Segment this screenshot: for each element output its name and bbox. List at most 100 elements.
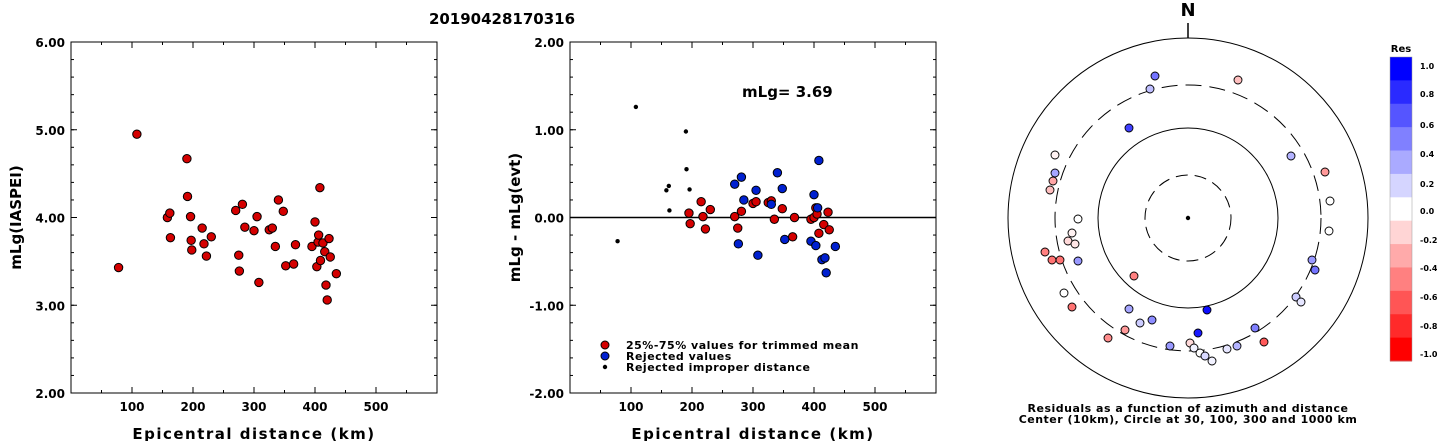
res-xtick-label: 200 — [679, 400, 704, 414]
station-residual-point — [1040, 247, 1050, 257]
colorbar-tick-label: -0.6 — [1420, 293, 1437, 302]
colorbar-tick-label: -0.8 — [1420, 322, 1437, 331]
station-residual-point — [1050, 168, 1060, 178]
mag-point — [165, 208, 175, 218]
colorbar-swatch — [1390, 80, 1412, 105]
mag-point — [270, 241, 281, 252]
colorbar-swatch — [1390, 314, 1412, 339]
res-point-accepted — [769, 214, 780, 224]
res-point-accepted — [696, 197, 706, 207]
res-point-accepted — [787, 232, 798, 242]
station-residual-point — [1232, 341, 1242, 351]
station-residual-point — [1259, 337, 1269, 347]
res-point-accepted — [824, 225, 834, 235]
mag-point — [182, 154, 192, 164]
epicenter-dot — [1185, 215, 1191, 221]
legend-label: Rejected improper distance — [626, 361, 810, 374]
mag-point — [252, 211, 262, 222]
chart-title: 20190428170316 — [429, 10, 575, 28]
mag-x-axis-label: Epicentral distance (km) — [132, 425, 375, 441]
mag-point — [199, 239, 209, 249]
range-circle-300km — [1054, 84, 1322, 352]
res-xtick-label: 300 — [740, 400, 765, 414]
station-residual-point — [1045, 185, 1055, 195]
station-residual-point — [1250, 323, 1260, 333]
res-point-rejected — [730, 179, 740, 189]
colorbar-frame — [1389, 56, 1413, 362]
colorbar-swatch — [1390, 220, 1412, 245]
res-point-rejected — [733, 239, 744, 249]
res-point-improper — [687, 187, 692, 192]
res-point-accepted — [685, 218, 695, 229]
res-point-rejected — [777, 183, 787, 194]
res-point-accepted — [777, 204, 787, 214]
mag-xtick-label: 200 — [180, 400, 205, 414]
mag-point — [186, 235, 196, 246]
colorbar-swatch — [1390, 150, 1412, 175]
station-residual-point — [1207, 356, 1217, 366]
colorbar-swatch — [1390, 173, 1412, 198]
mag-point — [281, 261, 291, 271]
res-point-improper — [633, 104, 639, 110]
colorbar-tick-label: 0.4 — [1420, 150, 1435, 159]
station-residual-point — [1320, 167, 1330, 177]
mag-y-axis-label: mLg(IASPEI) — [7, 165, 25, 269]
colorbar-tick-label: 0.8 — [1420, 90, 1435, 99]
mag-point — [234, 266, 245, 276]
res-point-accepted — [751, 197, 761, 207]
res-ytick-label: 0.00 — [534, 212, 564, 226]
res-xtick-label: 100 — [618, 400, 643, 414]
station-residual-point — [1324, 226, 1334, 236]
res-y-axis-label: mLg - mLg(evt) — [506, 153, 524, 282]
range-circle-100km — [1097, 127, 1279, 309]
res-point-rejected — [751, 185, 761, 195]
res-point-rejected — [811, 240, 821, 251]
station-residual-point — [1073, 214, 1083, 224]
mag-point — [231, 205, 241, 216]
mag-ytick-label: 6.00 — [35, 36, 65, 50]
range-circle-30km — [1144, 174, 1232, 262]
res-annotation: mLg= 3.69 — [742, 83, 833, 101]
mag-ytick-label: 3.00 — [35, 299, 65, 313]
mag-xtick-label: 500 — [363, 400, 388, 414]
res-point-rejected — [753, 250, 763, 260]
station-residual-point — [1073, 256, 1083, 266]
station-residual-point — [1202, 305, 1212, 315]
station-residual-point — [1070, 239, 1080, 249]
colorbar-tick-label: 1.0 — [1420, 62, 1435, 71]
station-residual-point — [1150, 71, 1160, 81]
res-point-rejected — [736, 172, 747, 182]
mag-point — [325, 252, 335, 262]
res-point-accepted — [823, 207, 833, 217]
station-residual-point — [1189, 343, 1199, 353]
station-residual-point — [1233, 75, 1243, 85]
colorbar-tick-label: 0.6 — [1420, 121, 1435, 130]
mag-point — [315, 255, 326, 266]
res-point-accepted — [700, 224, 711, 234]
colorbar-tick-label: -0.4 — [1420, 264, 1437, 273]
station-residual-point — [1222, 344, 1232, 354]
mag-point — [185, 211, 196, 222]
res-point-rejected — [830, 241, 841, 252]
station-residual-point — [1059, 288, 1069, 298]
mag-point — [237, 199, 248, 210]
colorbar-swatch — [1390, 290, 1412, 315]
station-residual-point — [1135, 318, 1145, 328]
legend-marker — [600, 351, 610, 361]
station-residual-point — [1124, 123, 1134, 133]
res-point-improper — [664, 188, 669, 193]
mag-point — [278, 206, 288, 217]
res-x-axis-label: Epicentral distance (km) — [631, 425, 874, 441]
res-point-rejected — [739, 195, 749, 205]
legend-marker — [602, 364, 608, 370]
mag-point — [182, 191, 193, 202]
station-residual-point — [1307, 255, 1317, 265]
station-residual-point — [1200, 351, 1210, 361]
mag-point — [187, 245, 197, 255]
station-residual-point — [1103, 333, 1113, 343]
res-ytick-label: -1.00 — [529, 299, 564, 313]
mag-point — [197, 223, 207, 233]
mag-point — [290, 240, 301, 250]
mag-point — [165, 232, 176, 243]
